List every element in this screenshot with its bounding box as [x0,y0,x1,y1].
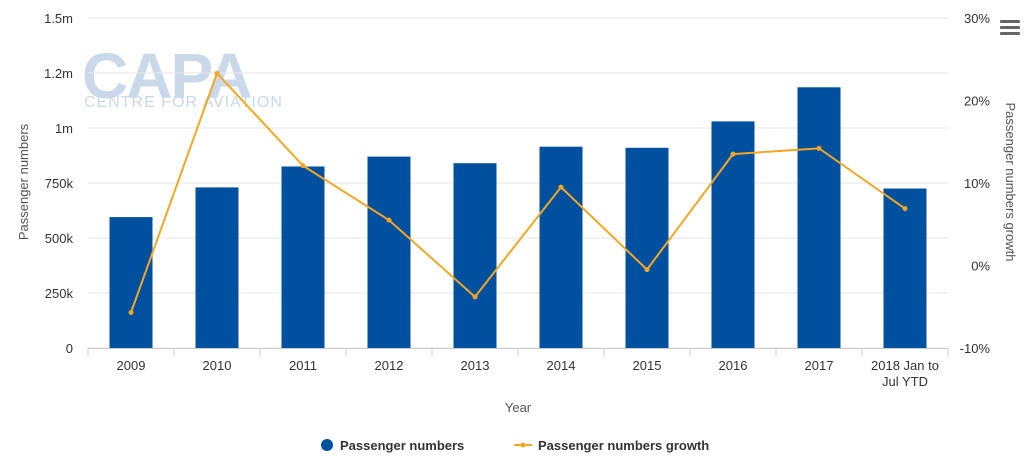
growth-point [902,206,908,212]
x-tick-label-line: 2013 [461,358,490,373]
y-axis-right-ticks: -10% 0% 10% 20% 30% [960,11,991,356]
y-tick-label: 750k [45,176,74,191]
y2-tick-label: 0% [971,259,990,274]
legend-item-passenger-numbers-growth[interactable]: Passenger numbers growth [514,438,709,453]
x-tick-label-line: 2010 [203,358,232,373]
legend: Passenger numbers Passenger numbers grow… [321,438,709,453]
x-tick-label-line: 2014 [547,358,576,373]
bar [711,121,755,349]
legend-line-dot [520,442,526,448]
bar [797,87,841,349]
menu-bar [1000,26,1020,29]
x-tick-label-line: 2018 Jan to [871,358,939,373]
y-axis-right-title: Passenger numbers growth [1003,103,1018,262]
y-tick-label: 1.2m [44,66,73,81]
y2-tick-label: 30% [964,11,990,26]
growth-point [214,70,220,76]
watermark-tagline: CENTRE FOR AVIATION [84,94,283,111]
bar [367,156,411,348]
y-tick-label: 0 [66,341,73,356]
growth-point [816,145,822,151]
x-tick-label-line: 2009 [117,358,146,373]
bar [195,187,239,348]
bar [539,146,583,348]
menu-bar [1000,32,1020,35]
x-tick-label: 2014 [547,358,576,373]
growth-point [128,310,134,316]
legend-bar-marker [321,439,333,451]
growth-point [472,294,478,300]
bar [453,163,497,348]
y2-tick-label: -10% [960,341,991,356]
y2-tick-label: 10% [964,176,990,191]
bar [625,147,669,348]
y-axis-left-title: Passenger numbers [16,123,31,240]
capa-watermark: CAPA CENTRE FOR AVIATION [82,40,283,112]
x-tick-label: 2018 Jan to Jul YTD [871,358,939,389]
y2-tick-label: 20% [964,94,990,109]
bar [883,188,927,348]
x-tick-label-line: 2012 [375,358,404,373]
growth-point [386,217,392,223]
x-tick-label-line: 2016 [719,358,748,373]
growth-point [730,151,736,157]
x-tick-label-line: 2015 [633,358,662,373]
y-axis-left-ticks: 0 250k 500k 750k 1m 1.2m 1.5m [44,11,73,356]
x-tick-label: 2016 [719,358,748,373]
bar [109,217,153,348]
bar-series [109,87,927,349]
growth-point [300,163,306,169]
legend-label-passenger-numbers: Passenger numbers [340,438,464,453]
x-tick-label-line: 2017 [805,358,834,373]
growth-line [130,71,906,313]
x-tick-label: 2011 [289,358,317,373]
x-tick-label: 2010 [203,358,232,373]
growth-line-series [128,70,908,316]
x-tick-label: 2009 [117,358,146,373]
x-tick-label: 2017 [805,358,834,373]
y-tick-label: 500k [45,231,74,246]
x-tick-label: 2015 [633,358,662,373]
x-tick-label-line: Jul YTD [882,374,928,389]
y-tick-label: 250k [45,286,74,301]
x-axis-title: Year [505,400,532,415]
menu-bar [1000,20,1020,23]
growth-point [644,267,650,273]
growth-point [558,184,564,190]
x-tick-label-line: 2011 [289,358,317,373]
y-tick-label: 1.5m [44,11,73,26]
watermark-brand: CAPA [82,40,251,112]
bar [281,166,325,348]
legend-item-passenger-numbers[interactable]: Passenger numbers [321,438,464,453]
x-axis-ticks: 2009 2010 2011 2012 2013 2014 2015 2016 2017 2018… [87,348,949,389]
chart-menu-button[interactable] [1000,20,1020,38]
y-tick-label: 1m [55,121,73,136]
legend-label-passenger-numbers-growth: Passenger numbers growth [538,438,709,453]
x-tick-label: 2012 [375,358,404,373]
x-tick-label: 2013 [461,358,490,373]
